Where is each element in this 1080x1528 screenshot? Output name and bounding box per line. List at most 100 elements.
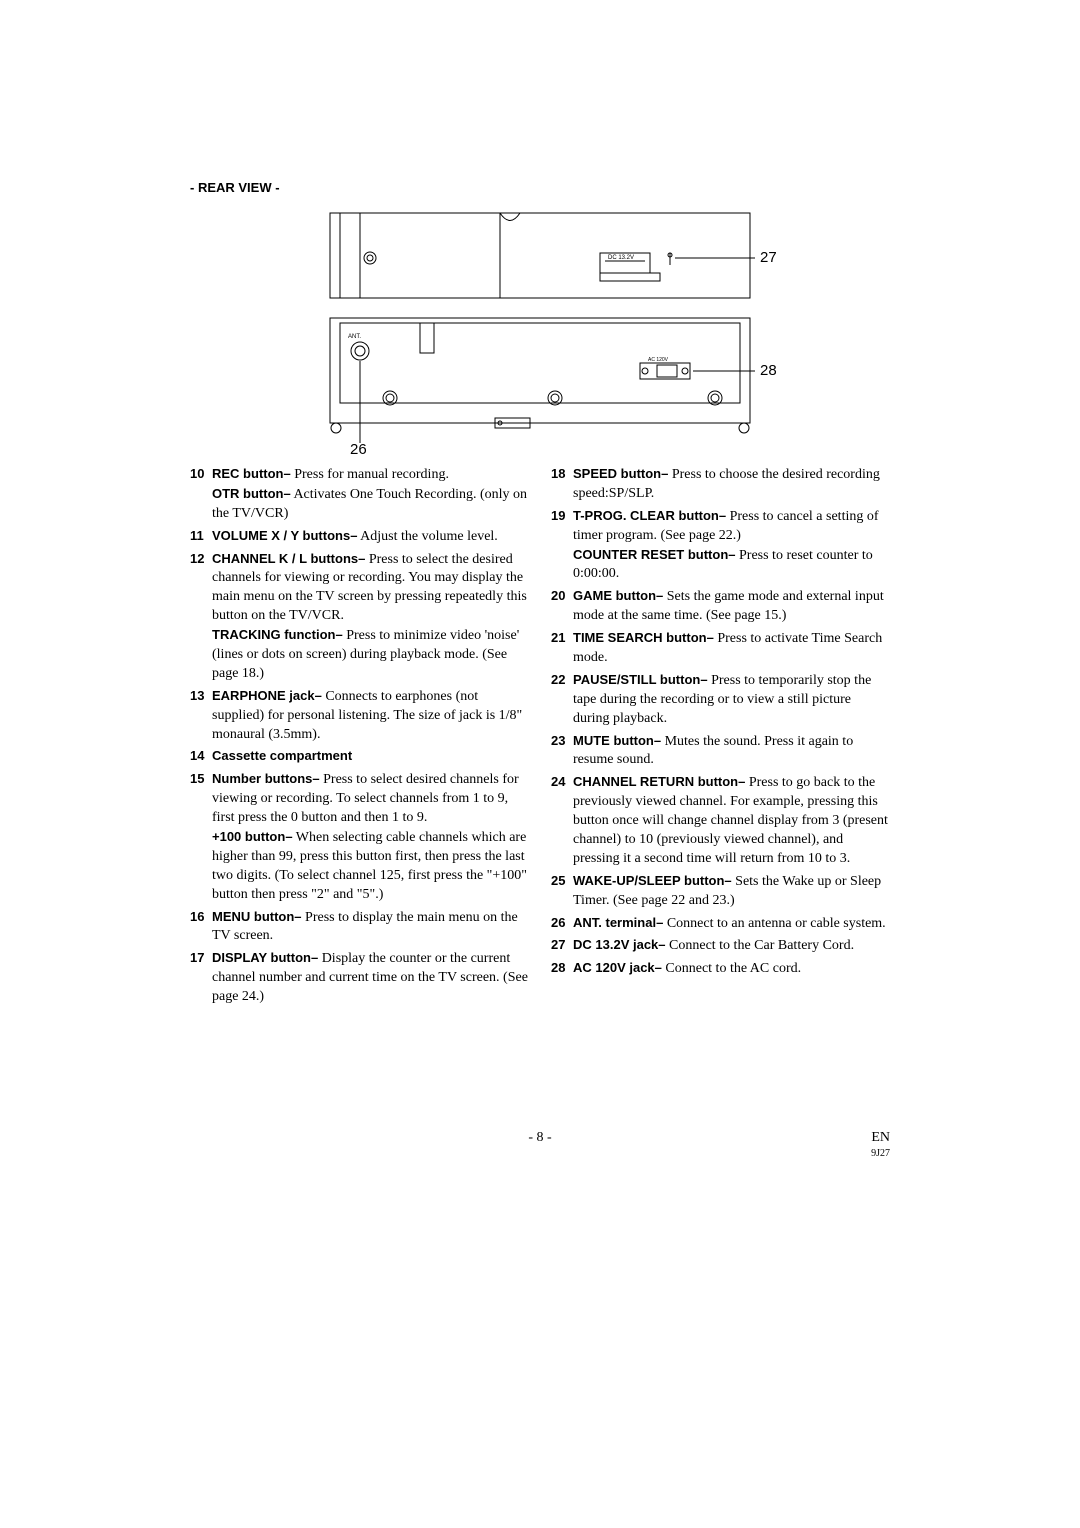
item-label: COUNTER RESET button– — [573, 547, 736, 562]
item-body: AC 120V jack– Connect to the AC cord. — [573, 959, 890, 979]
description-item: 25WAKE-UP/SLEEP button– Sets the Wake up… — [551, 872, 890, 911]
item-label: SPEED button– — [573, 466, 668, 481]
item-number: 26 — [551, 914, 573, 934]
item-number: 22 — [551, 671, 573, 729]
item-body: ANT. terminal– Connect to an antenna or … — [573, 914, 890, 934]
description-item: 14Cassette compartment — [190, 747, 529, 767]
item-number: 17 — [190, 949, 212, 1007]
item-body: DISPLAY button– Display the counter or t… — [212, 949, 529, 1007]
item-label: Cassette compartment — [212, 748, 352, 763]
item-label: ANT. terminal– — [573, 915, 663, 930]
svg-text:DC 13.2V: DC 13.2V — [608, 255, 634, 261]
description-item: 17DISPLAY button– Display the counter or… — [190, 949, 529, 1007]
item-label: Number buttons– — [212, 771, 320, 786]
item-text: Press for manual recording. — [291, 467, 449, 482]
description-item: 22PAUSE/STILL button– Press to temporari… — [551, 671, 890, 729]
description-item: 27DC 13.2V jack– Connect to the Car Batt… — [551, 936, 890, 956]
item-label: MENU button– — [212, 909, 302, 924]
item-label: +100 button– — [212, 829, 293, 844]
item-label: DISPLAY button– — [212, 950, 318, 965]
description-item: 28AC 120V jack– Connect to the AC cord. — [551, 959, 890, 979]
item-label: CHANNEL K / L buttons– — [212, 551, 365, 566]
left-column: 10REC button– Press for manual recording… — [190, 465, 529, 1010]
item-body: TIME SEARCH button– Press to activate Ti… — [573, 629, 890, 668]
description-item: 16MENU button– Press to display the main… — [190, 908, 529, 947]
item-number: 12 — [190, 550, 212, 684]
item-body: WAKE-UP/SLEEP button– Sets the Wake up o… — [573, 872, 890, 911]
item-text: Adjust the volume level. — [357, 529, 497, 544]
description-item: 20GAME button– Sets the game mode and ex… — [551, 587, 890, 626]
item-number: 20 — [551, 587, 573, 626]
item-number: 13 — [190, 687, 212, 745]
item-number: 24 — [551, 773, 573, 868]
item-body: MENU button– Press to display the main m… — [212, 908, 529, 947]
item-label: TRACKING function– — [212, 627, 343, 642]
item-body: T-PROG. CLEAR button– Press to cancel a … — [573, 507, 890, 585]
item-label: WAKE-UP/SLEEP button– — [573, 873, 732, 888]
item-number: 23 — [551, 732, 573, 771]
item-body: GAME button– Sets the game mode and exte… — [573, 587, 890, 626]
item-number: 11 — [190, 527, 212, 547]
description-item: 19T-PROG. CLEAR button– Press to cancel … — [551, 507, 890, 585]
description-item: 23MUTE button– Mutes the sound. Press it… — [551, 732, 890, 771]
item-label: DC 13.2V jack– — [573, 937, 666, 952]
description-item: 15Number buttons– Press to select desire… — [190, 770, 529, 904]
description-item: 11VOLUME X / Y buttons– Adjust the volum… — [190, 527, 529, 547]
callout-27: 27 — [760, 249, 777, 266]
item-label: CHANNEL RETURN button– — [573, 774, 745, 789]
item-label: MUTE button– — [573, 733, 661, 748]
item-label: OTR button– — [212, 486, 291, 501]
item-label: AC 120V jack– — [573, 960, 662, 975]
item-text: Connect to the Car Battery Cord. — [666, 938, 855, 953]
item-body: DC 13.2V jack– Connect to the Car Batter… — [573, 936, 890, 956]
item-text: Connect to the AC cord. — [662, 961, 801, 976]
item-label: T-PROG. CLEAR button– — [573, 508, 726, 523]
description-columns: 10REC button– Press for manual recording… — [190, 465, 890, 1010]
item-label: REC button– — [212, 466, 291, 481]
item-label: TIME SEARCH button– — [573, 630, 714, 645]
item-body: SPEED button– Press to choose the desire… — [573, 465, 890, 504]
svg-text:ANT.: ANT. — [348, 334, 361, 340]
page-footer: - 8 - EN 9J27 — [190, 1130, 890, 1160]
description-item: 24CHANNEL RETURN button– Press to go bac… — [551, 773, 890, 868]
item-body: CHANNEL K / L buttons– Press to select t… — [212, 550, 529, 684]
lang-code: EN — [871, 1130, 890, 1146]
description-item: 10REC button– Press for manual recording… — [190, 465, 529, 524]
description-item: 12CHANNEL K / L buttons– Press to select… — [190, 550, 529, 684]
item-body: MUTE button– Mutes the sound. Press it a… — [573, 732, 890, 771]
section-heading: - REAR VIEW - — [190, 180, 890, 195]
description-item: 21TIME SEARCH button– Press to activate … — [551, 629, 890, 668]
item-number: 28 — [551, 959, 573, 979]
item-number: 15 — [190, 770, 212, 904]
item-number: 18 — [551, 465, 573, 504]
callout-26: 26 — [350, 441, 367, 458]
item-number: 19 — [551, 507, 573, 585]
item-number: 27 — [551, 936, 573, 956]
doc-code: 9J27 — [871, 1148, 890, 1159]
item-body: PAUSE/STILL button– Press to temporarily… — [573, 671, 890, 729]
description-item: 26ANT. terminal– Connect to an antenna o… — [551, 914, 890, 934]
description-item: 18SPEED button– Press to choose the desi… — [551, 465, 890, 504]
svg-text:AC 120V: AC 120V — [648, 357, 669, 363]
item-number: 21 — [551, 629, 573, 668]
item-body: Cassette compartment — [212, 747, 529, 767]
item-label: PAUSE/STILL button– — [573, 672, 708, 687]
page-number: - 8 - — [528, 1130, 551, 1146]
item-body: Number buttons– Press to select desired … — [212, 770, 529, 904]
item-label: VOLUME X / Y buttons– — [212, 528, 357, 543]
item-label: GAME button– — [573, 588, 663, 603]
callout-28: 28 — [760, 362, 777, 379]
item-body: CHANNEL RETURN button– Press to go back … — [573, 773, 890, 868]
item-number: 16 — [190, 908, 212, 947]
item-label: EARPHONE jack– — [212, 688, 322, 703]
item-number: 10 — [190, 465, 212, 524]
item-number: 14 — [190, 747, 212, 767]
right-column: 18SPEED button– Press to choose the desi… — [551, 465, 890, 1010]
description-item: 13EARPHONE jack– Connects to earphones (… — [190, 687, 529, 745]
item-text: Connect to an antenna or cable system. — [663, 916, 885, 931]
rear-view-diagram: DC 13.2V ANT. AC 120V 26 27 28 — [300, 203, 780, 453]
item-body: EARPHONE jack– Connects to earphones (no… — [212, 687, 529, 745]
item-body: REC button– Press for manual recording.O… — [212, 465, 529, 524]
item-number: 25 — [551, 872, 573, 911]
item-body: VOLUME X / Y buttons– Adjust the volume … — [212, 527, 529, 547]
